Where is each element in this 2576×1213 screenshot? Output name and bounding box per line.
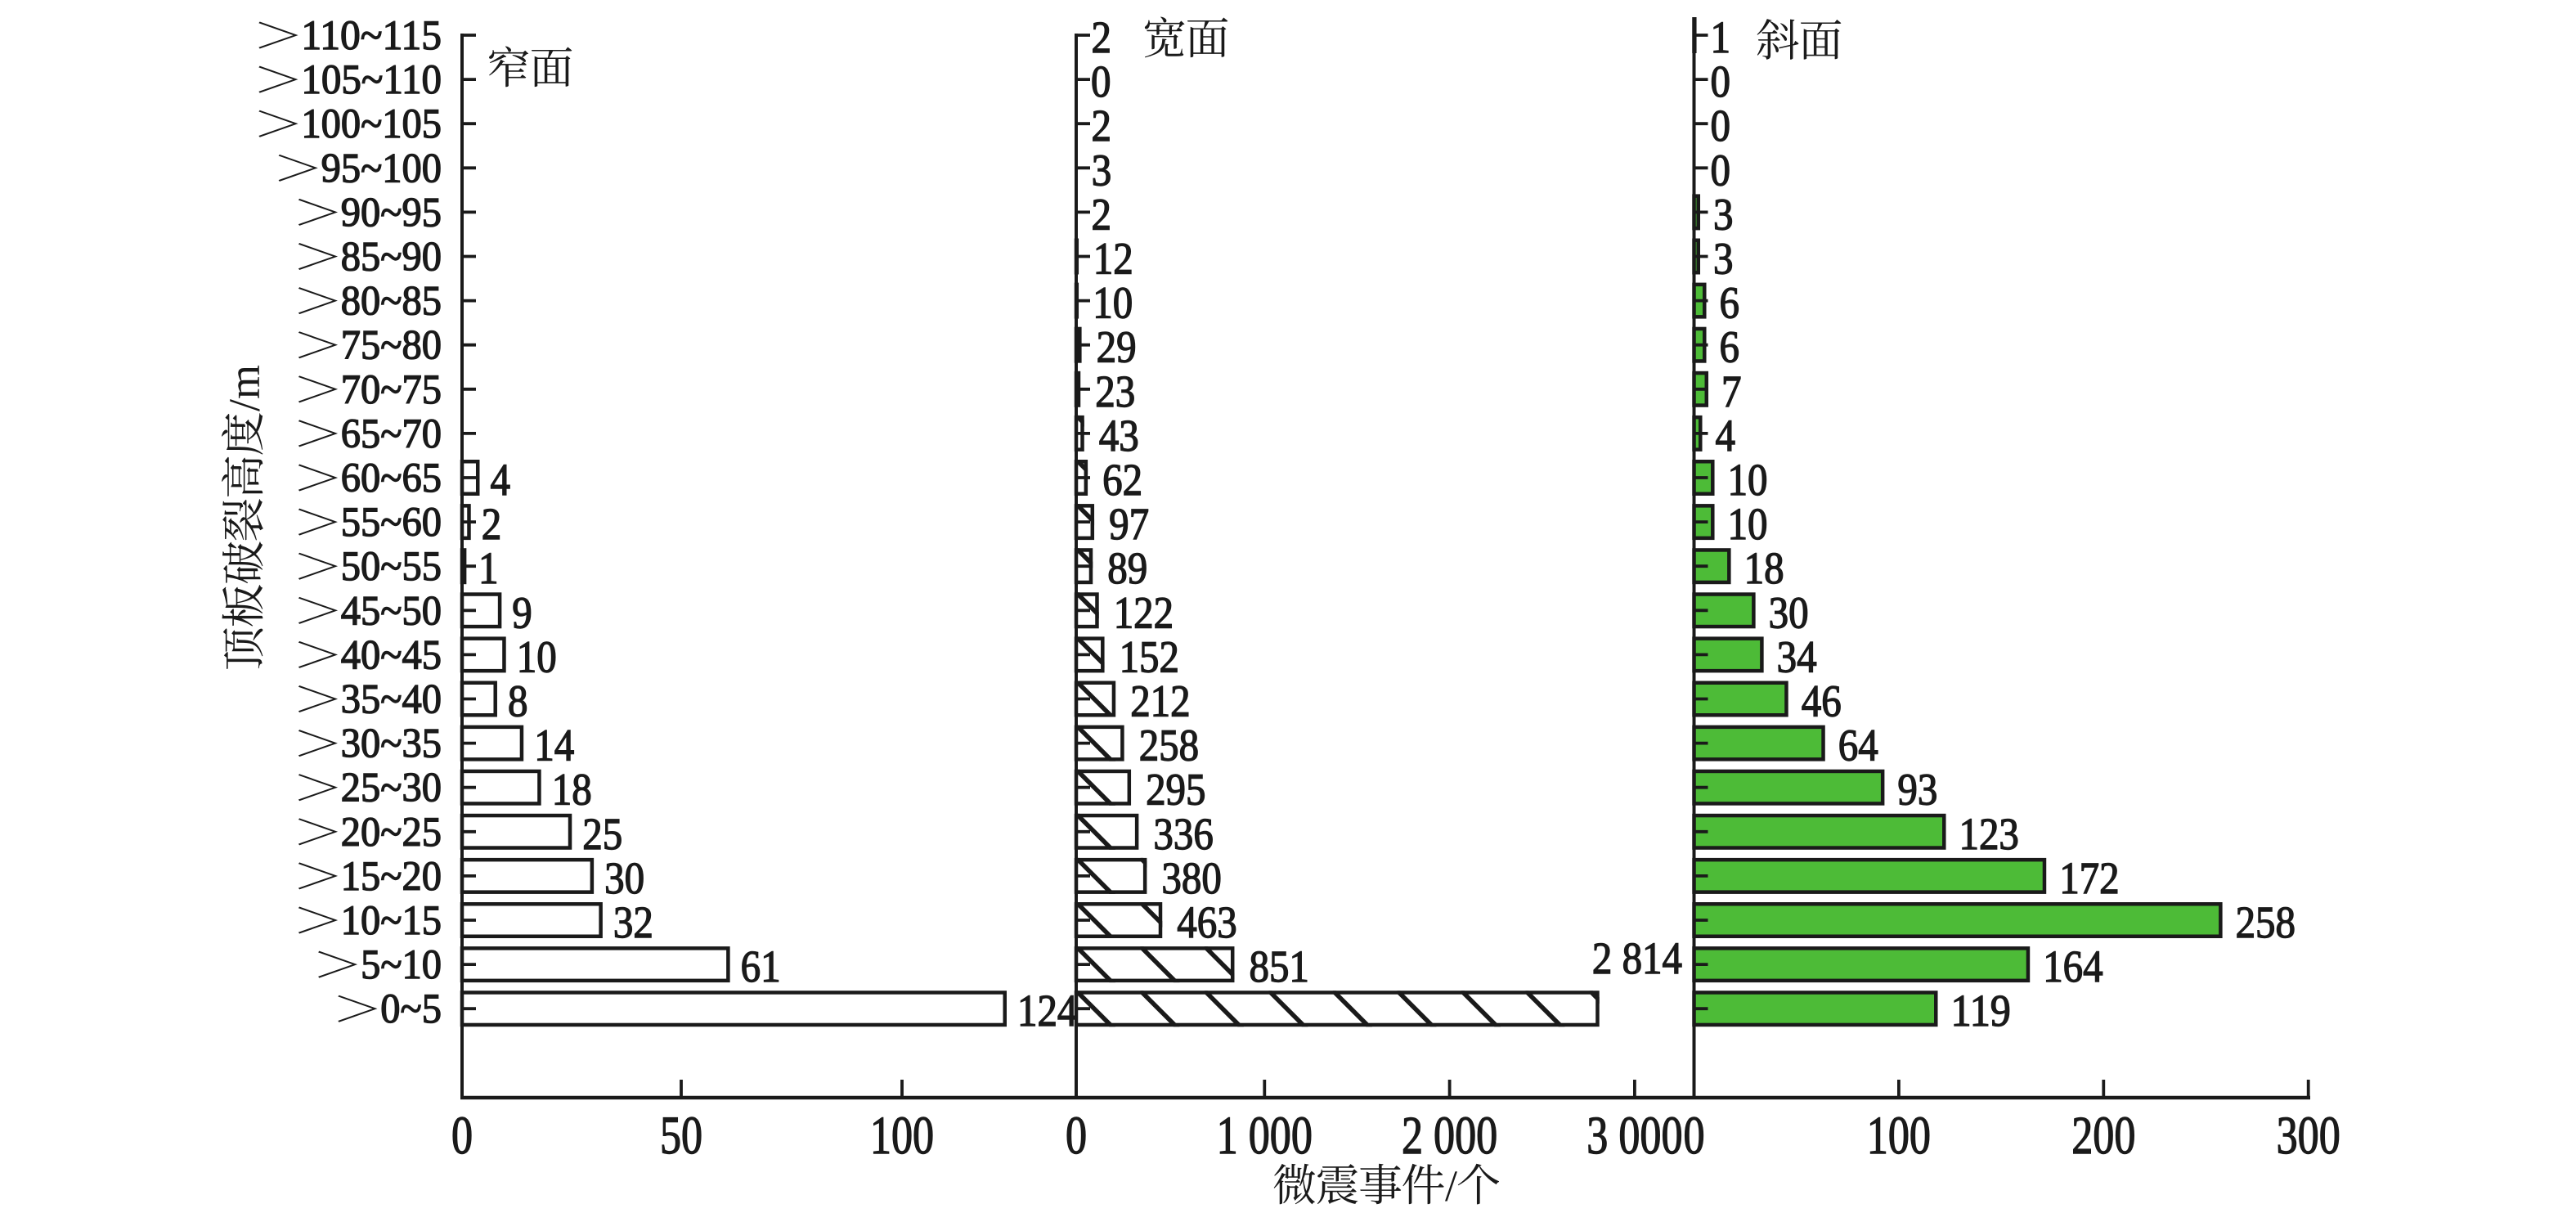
svg-text:258: 258 [2236, 897, 2296, 947]
svg-text:380: 380 [1161, 853, 1221, 903]
svg-text:2 814: 2 814 [1592, 933, 1682, 983]
svg-text:295: 295 [1146, 765, 1205, 815]
svg-text:10: 10 [517, 631, 557, 681]
svg-text:80~85: 80~85 [341, 279, 442, 325]
svg-text:30: 30 [1769, 587, 1809, 637]
svg-text:3: 3 [1713, 189, 1734, 239]
svg-text:/m: /m [220, 365, 269, 411]
svg-text:75~80: 75~80 [341, 323, 442, 369]
svg-text:100: 100 [870, 1106, 934, 1166]
svg-text:60~65: 60~65 [341, 456, 442, 501]
svg-text:50: 50 [660, 1106, 702, 1166]
svg-text:20~25: 20~25 [341, 810, 442, 856]
svg-text:0~5: 0~5 [380, 986, 442, 1032]
svg-text:55~60: 55~60 [341, 500, 442, 546]
svg-text:50~55: 50~55 [341, 544, 442, 590]
svg-text:1 000: 1 000 [1217, 1106, 1313, 1166]
svg-text:89: 89 [1107, 543, 1147, 593]
svg-text:45~50: 45~50 [341, 588, 442, 634]
svg-text:0: 0 [1711, 145, 1731, 195]
svg-text:4: 4 [1716, 411, 1736, 460]
svg-text:164: 164 [2043, 941, 2103, 991]
svg-text:2: 2 [1092, 12, 1112, 62]
svg-text:6: 6 [1720, 278, 1740, 328]
svg-text:25~30: 25~30 [341, 766, 442, 811]
svg-text:29: 29 [1097, 322, 1137, 372]
svg-text:2 000: 2 000 [1402, 1106, 1497, 1166]
svg-text:7: 7 [1721, 366, 1742, 416]
svg-text:90~95: 90~95 [341, 190, 442, 236]
svg-text:46: 46 [1802, 676, 1842, 726]
svg-text:34: 34 [1777, 631, 1817, 681]
svg-text:43: 43 [1099, 411, 1139, 460]
svg-text:5~10: 5~10 [361, 942, 442, 988]
svg-text:200: 200 [2071, 1106, 2135, 1166]
svg-text:10~15: 10~15 [341, 898, 442, 944]
svg-text:3: 3 [1713, 234, 1734, 284]
svg-text:/: / [1445, 1161, 1457, 1211]
svg-text:30~35: 30~35 [341, 721, 442, 767]
svg-text:0: 0 [451, 1106, 473, 1166]
svg-text:100: 100 [1867, 1106, 1931, 1166]
svg-text:105~110: 105~110 [301, 57, 442, 103]
svg-text:463: 463 [1177, 897, 1236, 947]
svg-text:8: 8 [508, 676, 528, 726]
svg-text:0: 0 [1711, 101, 1731, 151]
svg-text:30: 30 [604, 853, 644, 903]
svg-text:1: 1 [1711, 12, 1731, 62]
svg-text:25: 25 [582, 809, 622, 859]
svg-text:61: 61 [741, 941, 781, 991]
svg-text:0: 0 [1091, 56, 1111, 106]
svg-text:35~40: 35~40 [341, 677, 442, 723]
svg-text:212: 212 [1130, 676, 1190, 726]
svg-text:124: 124 [1017, 986, 1077, 1036]
svg-text:152: 152 [1120, 631, 1179, 681]
svg-text:9: 9 [512, 587, 532, 637]
svg-text:3: 3 [1092, 145, 1112, 195]
svg-text:0: 0 [1711, 56, 1731, 106]
svg-text:85~90: 85~90 [341, 235, 442, 281]
svg-text:10: 10 [1093, 278, 1133, 328]
svg-text:62: 62 [1102, 455, 1142, 505]
svg-text:10: 10 [1728, 499, 1768, 549]
svg-text:65~70: 65~70 [341, 411, 442, 457]
svg-text:18: 18 [1744, 543, 1784, 593]
svg-text:95~100: 95~100 [321, 146, 442, 191]
svg-text:123: 123 [1959, 809, 2019, 859]
svg-text:6: 6 [1720, 322, 1740, 372]
svg-text:172: 172 [2059, 853, 2119, 903]
svg-text:32: 32 [613, 897, 653, 947]
svg-text:851: 851 [1250, 941, 1309, 991]
svg-text:119: 119 [1951, 986, 2011, 1036]
svg-text:110~115: 110~115 [301, 13, 442, 59]
svg-text:15~20: 15~20 [341, 854, 442, 900]
svg-text:12: 12 [1093, 234, 1133, 284]
svg-text:40~45: 40~45 [341, 632, 442, 678]
svg-text:10: 10 [1728, 455, 1768, 505]
svg-text:2: 2 [1092, 189, 1112, 239]
svg-text:336: 336 [1153, 809, 1213, 859]
svg-text:1: 1 [478, 543, 499, 593]
svg-text:93: 93 [1897, 765, 1937, 815]
svg-text:97: 97 [1109, 499, 1149, 549]
svg-text:23: 23 [1095, 366, 1135, 416]
svg-text:14: 14 [534, 721, 574, 770]
svg-text:100~105: 100~105 [301, 101, 442, 147]
svg-text:2: 2 [1092, 101, 1112, 151]
svg-text:18: 18 [552, 765, 592, 815]
svg-text:0: 0 [1066, 1106, 1087, 1166]
svg-text:4: 4 [491, 455, 511, 505]
svg-text:0: 0 [1683, 1106, 1704, 1166]
svg-text:2: 2 [482, 499, 502, 549]
svg-text:122: 122 [1114, 587, 1174, 637]
svg-text:3 000: 3 000 [1586, 1106, 1682, 1166]
svg-text:258: 258 [1139, 721, 1199, 770]
svg-text:64: 64 [1838, 721, 1878, 770]
svg-text:70~75: 70~75 [341, 367, 442, 413]
svg-text:300: 300 [2277, 1106, 2340, 1166]
